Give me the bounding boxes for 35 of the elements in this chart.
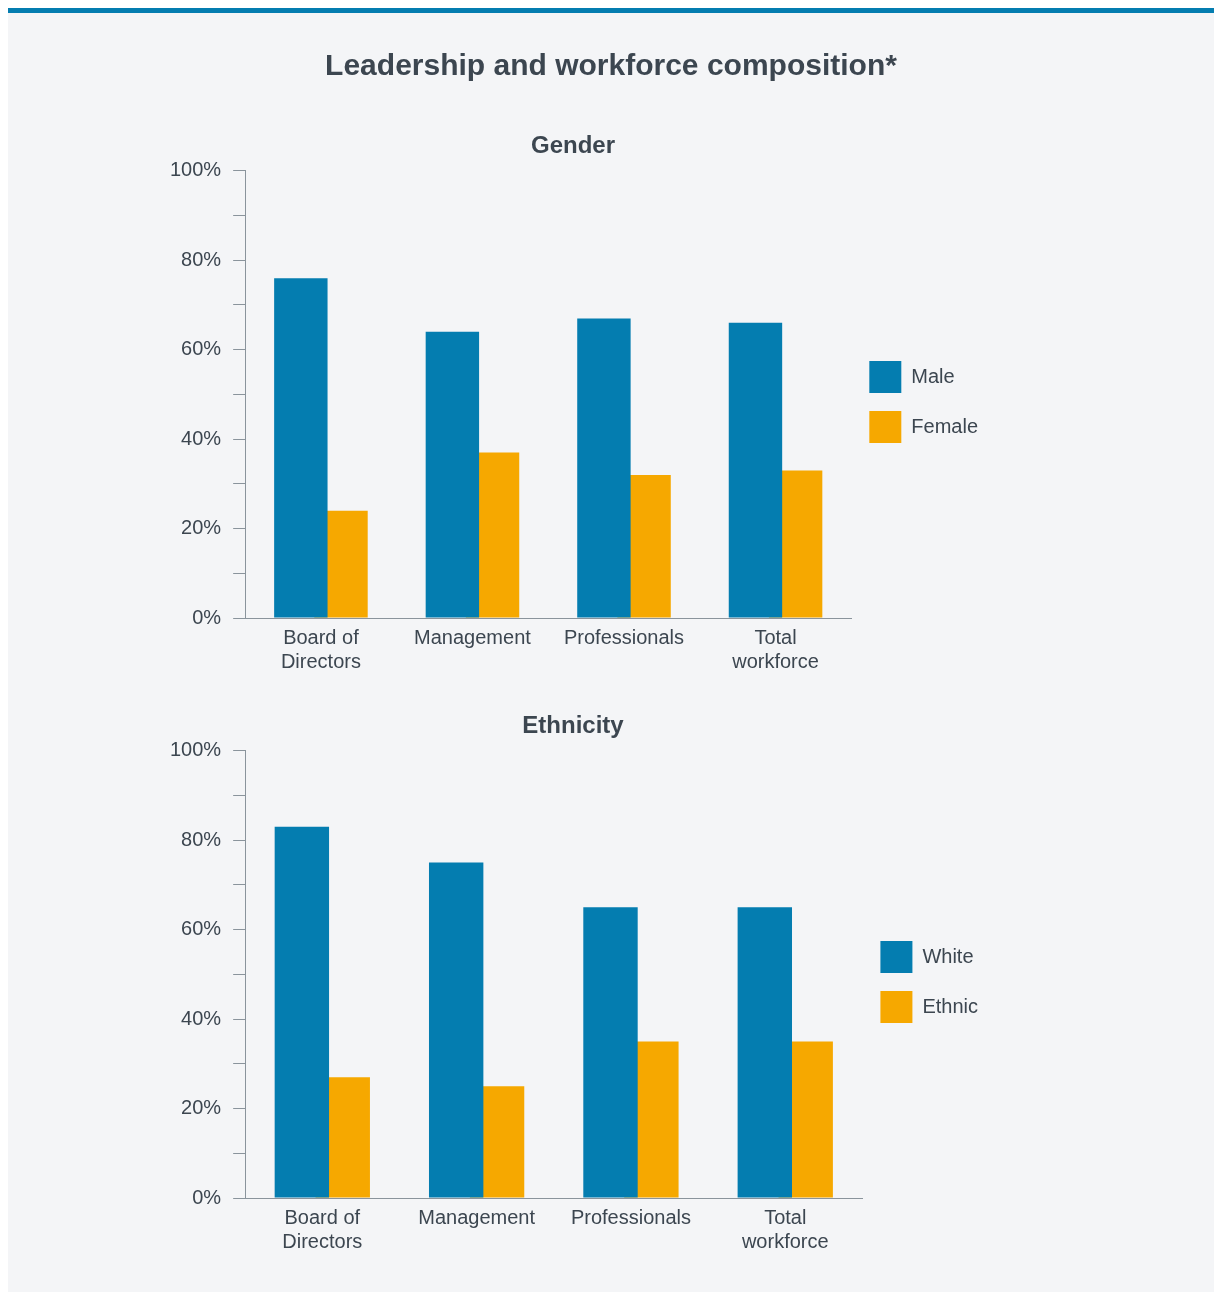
x-tick-label: Board of Directors bbox=[282, 1205, 363, 1252]
y-tick-label: 60% bbox=[181, 337, 222, 360]
y-tick-label: 80% bbox=[181, 827, 222, 850]
bar bbox=[274, 826, 330, 1198]
y-tick-label: 60% bbox=[181, 917, 222, 940]
chart-subtitle: Gender bbox=[530, 131, 616, 159]
y-tick-label: 40% bbox=[181, 1006, 222, 1029]
x-tick-label: Total workforce bbox=[731, 625, 819, 672]
y-tick-label: 100% bbox=[170, 738, 222, 761]
x-tick-label: Total workforce bbox=[740, 1205, 829, 1252]
y-tick-label: 40% bbox=[181, 426, 222, 449]
y-tick-label: 0% bbox=[192, 605, 222, 628]
bar bbox=[274, 278, 328, 618]
legend-label: Female bbox=[911, 414, 979, 437]
bar bbox=[583, 907, 638, 1198]
x-tick-label: Management bbox=[414, 625, 532, 648]
y-tick-label: 20% bbox=[181, 516, 222, 539]
bar bbox=[728, 322, 783, 618]
x-tick-label: Management bbox=[418, 1205, 536, 1228]
legend-label: White bbox=[922, 944, 974, 967]
y-tick-label: 80% bbox=[181, 247, 222, 270]
bar bbox=[425, 331, 480, 618]
legend-label: Ethnic bbox=[922, 994, 979, 1017]
x-tick-label: Board of Directors bbox=[280, 625, 361, 672]
y-tick-label: 0% bbox=[192, 1185, 222, 1208]
bar bbox=[428, 862, 484, 1198]
bar bbox=[737, 907, 792, 1198]
y-tick-label: 100% bbox=[170, 158, 222, 181]
x-tick-label: Professionals bbox=[570, 1205, 691, 1228]
chart-title: Ethnicity bbox=[522, 711, 625, 739]
bar bbox=[577, 318, 631, 618]
legend-label: Male bbox=[911, 364, 955, 387]
y-tick-label: 20% bbox=[181, 1096, 222, 1119]
x-tick-label: Professionals bbox=[563, 625, 685, 648]
chart-title: Leadership and workforce composition* bbox=[324, 48, 898, 82]
